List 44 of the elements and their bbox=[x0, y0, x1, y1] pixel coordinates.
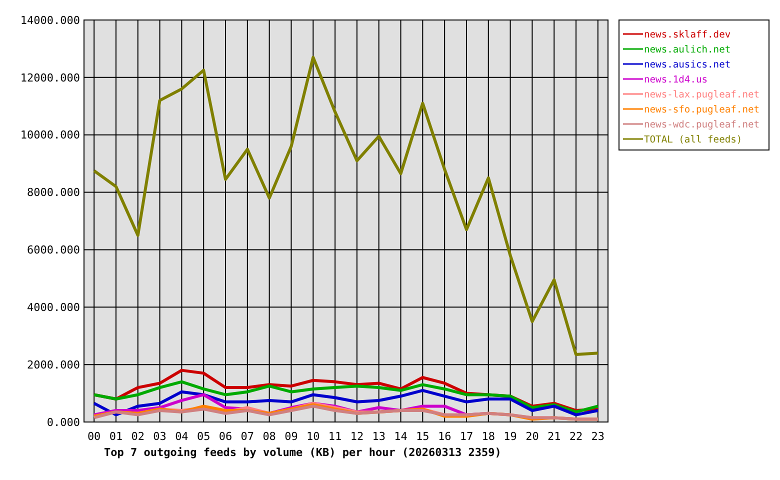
x-tick-label: 18 bbox=[482, 430, 496, 443]
y-tick-label: 4000.000 bbox=[27, 300, 80, 314]
x-tick-label: 02 bbox=[131, 430, 145, 443]
y-tick-label: 10000.000 bbox=[20, 128, 80, 142]
line-series bbox=[92, 380, 600, 414]
legend-label: news.ausics.net bbox=[644, 59, 731, 70]
legend-label: news.sklaff.dev bbox=[644, 29, 731, 40]
legend-label: TOTAL (all feeds) bbox=[644, 134, 742, 146]
x-tick-label: 04 bbox=[175, 430, 189, 443]
x-tick-label: 10 bbox=[306, 430, 320, 443]
legend-label: news.1d4.us bbox=[644, 74, 708, 86]
legend-label: news-wdc.pugleaf.net bbox=[644, 119, 760, 130]
x-tick-label: 15 bbox=[416, 430, 430, 443]
x-tick-label: 06 bbox=[218, 430, 232, 443]
legend-label: news-sfo.pugleaf.net bbox=[644, 104, 760, 116]
x-tick-label: 09 bbox=[284, 430, 298, 443]
y-tick-label: 8000.000 bbox=[27, 186, 80, 200]
x-tick-label: 08 bbox=[262, 430, 276, 443]
y-tick-label: 0.000 bbox=[46, 416, 80, 429]
x-tick-label: 19 bbox=[504, 430, 517, 443]
legend-label: news-lax.pugleaf.net bbox=[644, 89, 760, 100]
x-tick-label: 13 bbox=[372, 430, 386, 443]
x-tick-label: 01 bbox=[109, 430, 123, 443]
line-series bbox=[92, 56, 600, 356]
y-tick-label: 12000.000 bbox=[20, 71, 80, 84]
x-tick-label: 17 bbox=[460, 430, 474, 443]
x-tick-label: 11 bbox=[328, 430, 342, 443]
x-tick-label: 22 bbox=[569, 430, 583, 443]
x-tick-label: 23 bbox=[591, 430, 605, 443]
x-tick-label: 07 bbox=[240, 430, 254, 443]
y-tick-label: 14000.000 bbox=[20, 14, 80, 27]
x-tick-label: 14 bbox=[394, 430, 408, 443]
y-tick-label: 6000.000 bbox=[27, 244, 80, 257]
x-tick-label: 20 bbox=[526, 430, 539, 443]
x-tick-label: 05 bbox=[196, 430, 210, 443]
x-tick-label: 16 bbox=[438, 430, 452, 443]
x-tick-label: 00 bbox=[87, 430, 101, 443]
x-tick-label: 12 bbox=[350, 430, 364, 443]
x-tick-label: 03 bbox=[153, 430, 166, 443]
y-tick-label: 2000.000 bbox=[27, 358, 80, 372]
line-series bbox=[92, 388, 600, 416]
x-tick-label: 21 bbox=[547, 430, 561, 443]
text: Top 7 outgoing feeds by volume (KB) per hour (20260313 2359) bbox=[104, 446, 502, 459]
legend-label: news.aulich.net bbox=[644, 44, 731, 56]
